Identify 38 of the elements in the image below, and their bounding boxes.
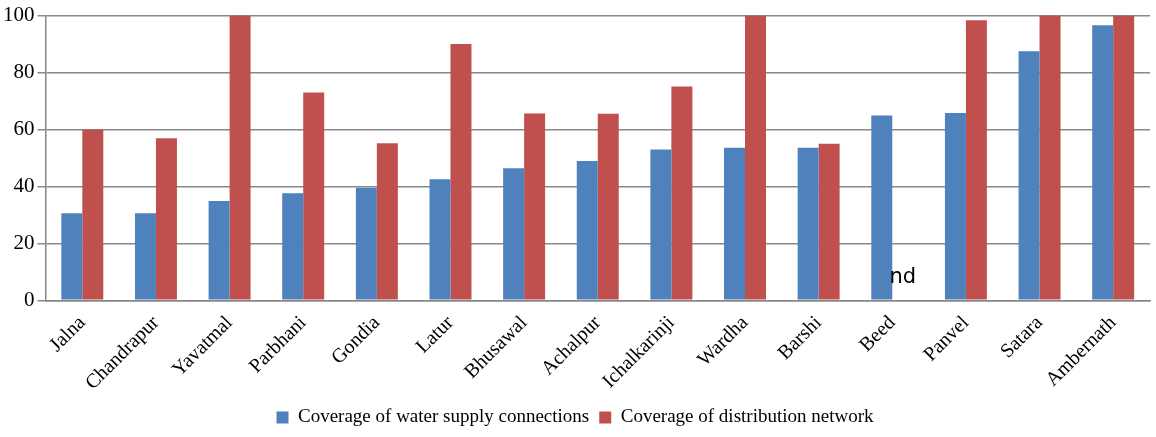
y-tick-label: 40 — [13, 172, 35, 197]
bar — [724, 147, 746, 300]
bar — [671, 86, 693, 300]
bar — [61, 213, 83, 300]
bar — [450, 44, 472, 300]
bar — [282, 193, 304, 300]
bar — [524, 113, 546, 300]
bar — [155, 138, 177, 300]
bar — [1039, 15, 1061, 300]
bar — [576, 161, 598, 300]
bar — [871, 115, 893, 300]
legend-label: Coverage of distribution network — [620, 405, 874, 427]
bar — [503, 168, 525, 300]
y-tick-label: 100 — [3, 2, 35, 27]
bar — [797, 147, 819, 300]
bar — [82, 129, 104, 300]
bar — [303, 92, 325, 300]
bar — [650, 149, 672, 300]
bar — [944, 112, 966, 300]
bar — [1018, 51, 1040, 300]
bar — [1092, 25, 1114, 300]
bar — [818, 143, 840, 300]
bar — [376, 143, 398, 300]
bar — [229, 15, 251, 300]
bar — [134, 213, 156, 300]
bar — [597, 113, 619, 300]
legend-label: Coverage of water supply connections — [298, 405, 590, 427]
y-tick-label: 60 — [13, 115, 35, 140]
bar — [429, 179, 451, 300]
bar — [965, 20, 987, 300]
bar — [1113, 15, 1135, 300]
y-tick-label: 80 — [13, 59, 35, 84]
bar — [745, 15, 766, 300]
bar — [355, 187, 377, 300]
y-tick-label: 0 — [24, 286, 35, 311]
bar — [208, 200, 230, 300]
x-tick-label: Jalna — [44, 310, 89, 356]
y-tick-label: 20 — [13, 229, 35, 254]
